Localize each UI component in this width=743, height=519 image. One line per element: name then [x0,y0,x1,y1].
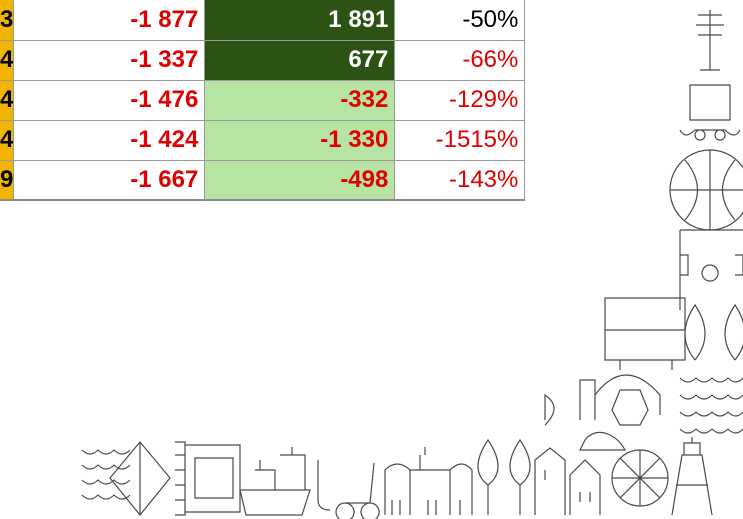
percent-cell: -143% [395,160,525,200]
row-index-cell: 9 [0,160,14,200]
percent-cell: -1515% [395,120,525,160]
table-row: 9-1 667-498-143% [0,160,525,200]
value-cell: -1 667 [14,160,205,200]
table-row: 4-1 476-332-129% [0,80,525,120]
row-index-cell: 4 [0,40,14,80]
change-cell: -498 [205,160,395,200]
change-cell: 677 [205,40,395,80]
change-cell: -332 [205,80,395,120]
table-row: 4-1 424-1 330-1515% [0,120,525,160]
value-cell: -1 476 [14,80,205,120]
change-cell: 1 891 [205,0,395,40]
percent-cell: -129% [395,80,525,120]
row-index-cell: 3 [0,0,14,40]
value-cell: -1 337 [14,40,205,80]
percent-cell: -66% [395,40,525,80]
percent-cell: -50% [395,0,525,40]
row-index-cell: 4 [0,80,14,120]
page: 3-1 8771 891-50%4-1 337677-66%4-1 476-33… [0,0,743,519]
value-cell: -1 877 [14,0,205,40]
value-cell: -1 424 [14,120,205,160]
change-cell: -1 330 [205,120,395,160]
row-index-cell: 4 [0,120,14,160]
